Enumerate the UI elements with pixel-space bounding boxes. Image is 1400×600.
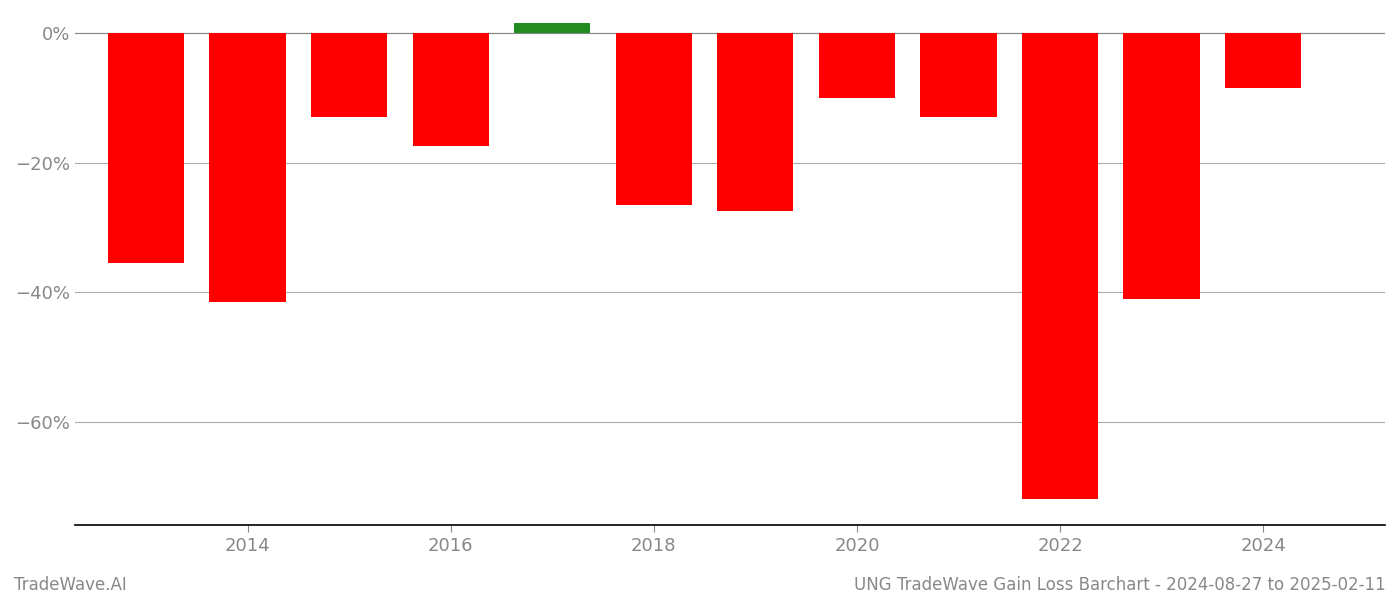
Bar [920,33,997,117]
Bar [210,33,286,302]
Text: UNG TradeWave Gain Loss Barchart - 2024-08-27 to 2025-02-11: UNG TradeWave Gain Loss Barchart - 2024-… [854,576,1386,594]
Bar [1225,33,1301,88]
Bar [1022,33,1098,499]
Bar [717,33,794,211]
Bar [311,33,388,117]
Bar [819,33,895,98]
Text: TradeWave.AI: TradeWave.AI [14,576,127,594]
Bar [514,23,591,33]
Bar [616,33,692,205]
Bar [108,33,183,263]
Bar [413,33,489,146]
Bar [1123,33,1200,299]
